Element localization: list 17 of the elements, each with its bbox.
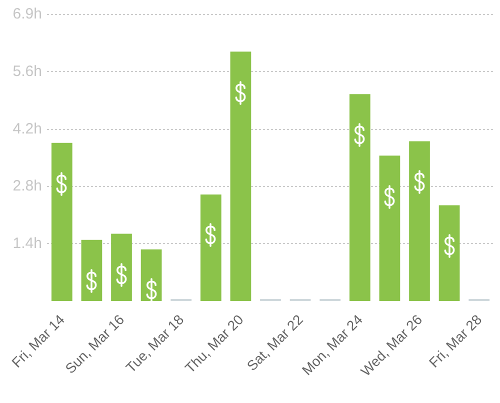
bar: [349, 94, 370, 301]
bar: [230, 52, 252, 301]
bar: [200, 194, 222, 301]
bar: [81, 240, 102, 301]
bar: [111, 234, 132, 301]
bar: [379, 156, 400, 301]
x-tick-label: Thu, Mar 20: [182, 311, 247, 376]
x-tick-label: Fri, Mar 28: [426, 311, 485, 370]
bar: [409, 141, 430, 301]
bar: [438, 205, 460, 301]
y-tick-label: 6.9h: [12, 6, 42, 22]
bar: [140, 249, 162, 301]
bar: [51, 142, 72, 301]
y-tick-label: 2.8h: [12, 178, 42, 195]
y-tick-label: 5.6h: [12, 62, 42, 80]
y-tick-label: 4.2h: [12, 120, 42, 138]
y-tick-label: 1.4h: [12, 235, 42, 252]
